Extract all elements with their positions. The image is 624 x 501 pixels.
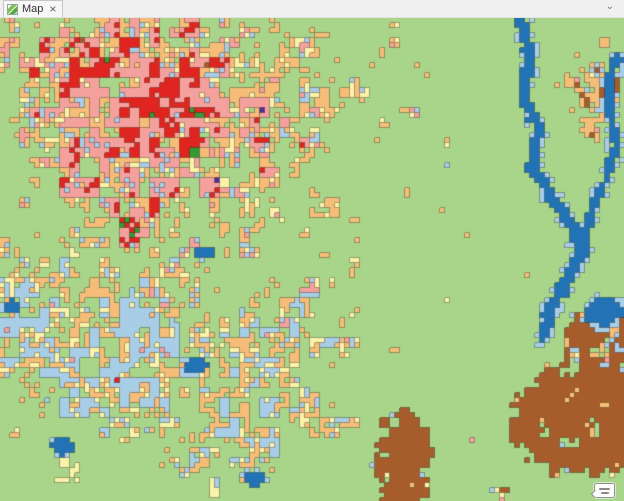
close-icon[interactable]: × <box>49 2 57 16</box>
bubble-text-line <box>599 487 610 490</box>
chevron-down-icon[interactable]: ⌄ <box>605 1 614 12</box>
bubble-text-line <box>600 491 609 494</box>
map-viewport <box>0 18 624 501</box>
view-tab-bar: Map × ⌄ <box>0 0 624 18</box>
map-icon <box>7 3 18 15</box>
tab-map-label: Map <box>22 3 44 15</box>
tab-map[interactable]: Map × <box>3 0 64 17</box>
landcover-raster-canvas[interactable] <box>0 18 624 501</box>
notification-bubble-icon[interactable] <box>594 483 615 498</box>
